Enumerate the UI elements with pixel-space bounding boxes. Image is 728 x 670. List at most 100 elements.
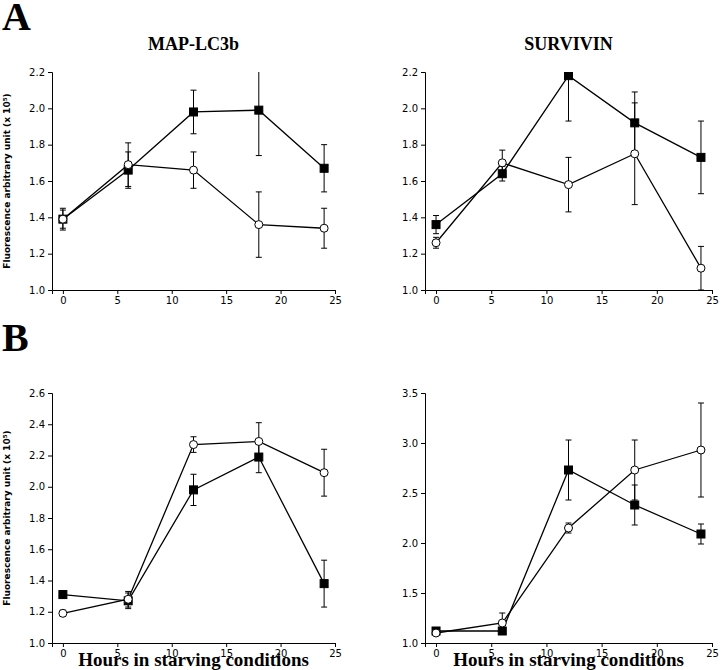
y-tick: 3.5 — [402, 388, 425, 399]
y-axis: 1.01.21.41.61.82.02.2 — [402, 67, 425, 296]
y-axis: 1.01.52.02.53.03.5 — [402, 388, 425, 649]
x-tick-mark — [602, 643, 603, 647]
error-bar-cap — [566, 157, 572, 158]
error-bar — [632, 103, 638, 205]
marker — [255, 106, 263, 114]
figure: 05101520251.01.21.41.61.82.02.2AMAP-LC3b… — [0, 0, 728, 670]
marker — [631, 150, 639, 158]
panel-letter: A — [2, 0, 31, 39]
error-bar — [191, 437, 197, 453]
error-bar-cap — [632, 102, 638, 103]
y-tick-label: 1.2 — [29, 606, 45, 617]
x-axis-line — [426, 291, 713, 295]
x-axis-title: Hours in starving conditions — [78, 649, 309, 670]
error-bar-cap — [698, 290, 704, 291]
x-tick-mark — [63, 643, 64, 647]
x-tick-label: 20 — [651, 295, 664, 306]
y-tick-mark — [48, 290, 52, 291]
x-tick-label: 5 — [115, 295, 121, 306]
y-tick: 2.0 — [402, 538, 425, 549]
y-tick-label: 1.4 — [402, 212, 418, 223]
error-bar-cap — [632, 500, 638, 501]
error-bar-cap — [499, 633, 505, 634]
y-axis-title: Fluorescence arbitrary unit (x 10⁵) — [2, 430, 12, 605]
y-axis: 1.01.21.41.61.82.02.2 — [29, 67, 52, 296]
error-bar-cap — [566, 121, 572, 122]
error-bar-cap — [433, 215, 439, 216]
error-bar-cap — [125, 607, 131, 608]
series-line — [436, 154, 701, 268]
y-tick-mark — [48, 424, 52, 425]
y-tick-mark — [421, 290, 425, 291]
y-tick-mark — [48, 581, 52, 582]
error-bar-cap — [256, 422, 262, 423]
x-tick-label: 5 — [489, 295, 495, 306]
error-bar-cap — [566, 211, 572, 212]
marker — [565, 466, 573, 474]
y-tick: 1.8 — [29, 139, 52, 150]
panel: 05101520251.01.52.02.53.03.5Hours in sta… — [402, 388, 719, 670]
error-bar — [499, 150, 505, 175]
marker — [320, 580, 328, 588]
x-tick: 25 — [329, 643, 342, 659]
y-tick-label: 2.2 — [29, 67, 45, 78]
y-tick: 1.0 — [29, 285, 52, 296]
error-bar-cap — [698, 497, 704, 498]
x-tick-mark — [712, 290, 713, 294]
y-tick: 1.6 — [402, 176, 425, 187]
x-tick: 15 — [596, 290, 609, 306]
error-bar — [60, 610, 66, 616]
series-line — [63, 441, 324, 613]
marker — [190, 166, 198, 174]
y-tick: 3.0 — [402, 438, 425, 449]
marker — [320, 224, 328, 232]
error-bar-cap — [256, 257, 262, 258]
marker — [255, 221, 263, 229]
x-tick-mark — [712, 643, 713, 647]
x-tick-label: 10 — [166, 295, 179, 306]
x-tick-label: 0 — [60, 295, 66, 306]
y-tick-label: 3.5 — [402, 388, 418, 399]
y-tick-label: 2.0 — [29, 103, 45, 114]
y-tick: 2.0 — [29, 103, 52, 114]
error-bar-cap — [698, 524, 704, 525]
y-tick-mark — [421, 443, 425, 444]
error-bar — [125, 143, 131, 187]
x-axis: 0510152025 — [53, 290, 342, 306]
y-tick: 1.2 — [29, 248, 52, 259]
error-bar-cap — [499, 150, 505, 151]
error-bar-cap — [698, 193, 704, 194]
error-bar-cap — [499, 175, 505, 176]
y-tick-mark — [48, 254, 52, 255]
y-tick-mark — [48, 108, 52, 109]
y-tick: 1.4 — [29, 575, 52, 586]
y-tick-mark — [48, 181, 52, 182]
plot-area — [59, 423, 328, 618]
error-bar-cap — [60, 230, 66, 231]
marker — [697, 264, 705, 272]
y-tick-mark — [48, 217, 52, 218]
y-tick-mark — [48, 72, 52, 73]
marker — [59, 215, 67, 223]
y-tick-mark — [421, 254, 425, 255]
error-bar — [321, 449, 327, 496]
x-tick-mark — [335, 643, 336, 647]
x-tick-mark — [117, 643, 118, 647]
y-tick-mark — [421, 145, 425, 146]
y-tick: 2.2 — [402, 67, 425, 78]
error-bar-cap — [125, 591, 131, 592]
y-tick-label: 2.0 — [29, 481, 45, 492]
error-bar — [566, 523, 572, 533]
error-bar — [191, 152, 197, 188]
error-bar-cap — [632, 440, 638, 441]
x-tick: 0 — [60, 290, 66, 306]
x-tick-mark — [172, 643, 173, 647]
error-bar — [566, 440, 572, 500]
x-tick: 20 — [275, 290, 288, 306]
series-line — [63, 165, 324, 229]
y-tick-mark — [48, 518, 52, 519]
x-tick: 20 — [651, 290, 664, 306]
error-bar — [698, 524, 704, 544]
x-tick-label: 0 — [433, 295, 439, 306]
y-tick-mark — [48, 456, 52, 457]
